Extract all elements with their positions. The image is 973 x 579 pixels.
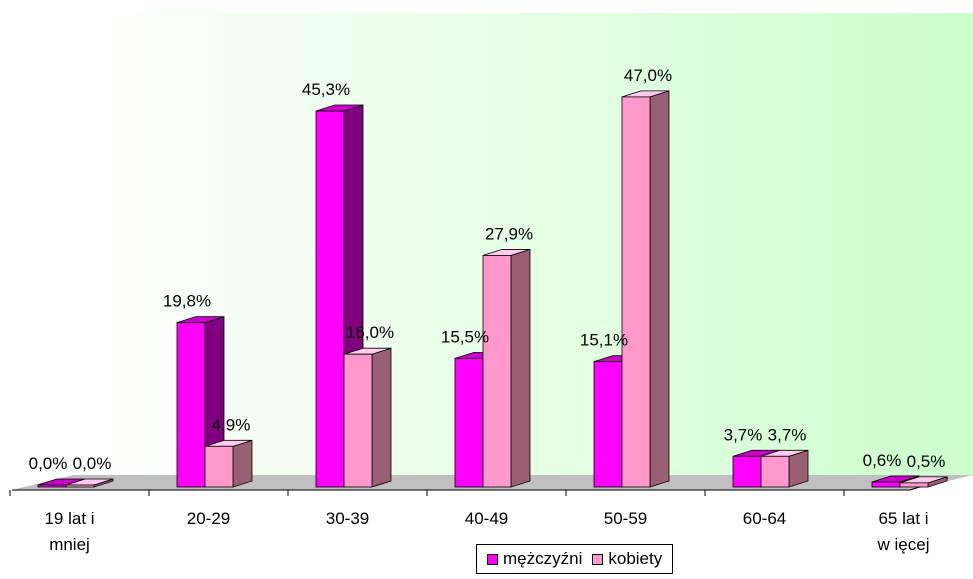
bar-side — [649, 90, 670, 488]
legend-item-men: mężczyźni — [487, 549, 582, 569]
bar-front — [37, 484, 67, 488]
bar-men — [315, 104, 364, 488]
bar-front — [899, 482, 929, 488]
legend-item-women: kobiety — [592, 549, 662, 569]
bar-front — [732, 455, 762, 488]
data-label: 16,0% — [346, 323, 394, 342]
x-tick-label: 20-29 — [187, 509, 230, 528]
bar-side — [371, 347, 392, 488]
data-label: 15,5% — [441, 327, 489, 346]
plot-back-wall — [73, 13, 973, 475]
bar-front — [621, 96, 651, 488]
data-label: 0,6% — [863, 451, 902, 470]
legend-label-women: kobiety — [608, 549, 663, 568]
data-label: 0,0% — [73, 454, 112, 473]
bar-women — [343, 347, 392, 488]
bar-women — [899, 476, 948, 488]
data-label: 3,7% — [768, 425, 807, 444]
bar-front — [315, 110, 345, 488]
bar-front — [871, 481, 901, 488]
legend: mężczyźni kobiety — [476, 544, 674, 574]
bar-front — [65, 484, 95, 488]
data-label: 0,0% — [29, 454, 68, 473]
x-tick-label: 19 lat i mniej — [44, 509, 94, 554]
bar-women — [482, 248, 531, 488]
bar-women — [760, 449, 809, 488]
bar-women — [204, 439, 253, 488]
legend-label-men: mężczyźni — [503, 549, 583, 568]
bar-front — [204, 445, 234, 488]
x-tick-label: 60-64 — [743, 509, 786, 528]
data-label: 15,1% — [580, 331, 628, 350]
data-label: 27,9% — [485, 224, 533, 243]
bar-side — [232, 439, 253, 488]
bar-front — [760, 455, 790, 488]
bar-women — [65, 478, 114, 488]
data-label: 47,0% — [624, 66, 672, 85]
data-label: 3,7% — [724, 425, 763, 444]
legend-swatch-men — [487, 553, 498, 565]
data-label: 4,9% — [212, 415, 251, 434]
bar-front — [343, 353, 373, 488]
bar-front — [593, 361, 623, 488]
bar-front — [176, 322, 206, 488]
bar-front — [454, 357, 484, 488]
x-tick-label: 50-59 — [604, 509, 647, 528]
x-tick-label: 40-49 — [465, 509, 508, 528]
legend-swatch-women — [592, 553, 604, 565]
data-label: 0,5% — [907, 452, 946, 471]
data-label: 45,3% — [302, 80, 350, 99]
plot-side-wall — [12, 13, 73, 490]
bar-side — [510, 248, 531, 488]
bar-front — [482, 255, 512, 488]
x-tick-label: 30-39 — [326, 509, 369, 528]
bar-women — [621, 90, 670, 488]
data-label: 19,8% — [163, 292, 211, 311]
